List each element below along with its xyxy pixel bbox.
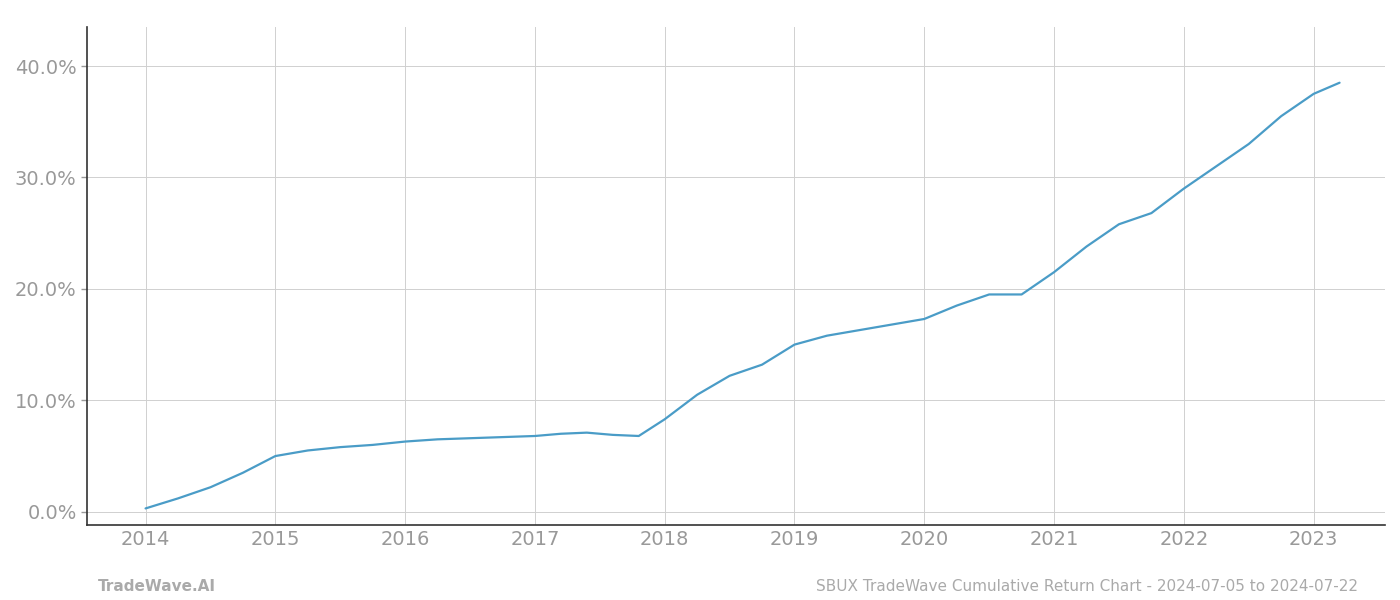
Text: SBUX TradeWave Cumulative Return Chart - 2024-07-05 to 2024-07-22: SBUX TradeWave Cumulative Return Chart -…: [816, 579, 1358, 594]
Text: TradeWave.AI: TradeWave.AI: [98, 579, 216, 594]
